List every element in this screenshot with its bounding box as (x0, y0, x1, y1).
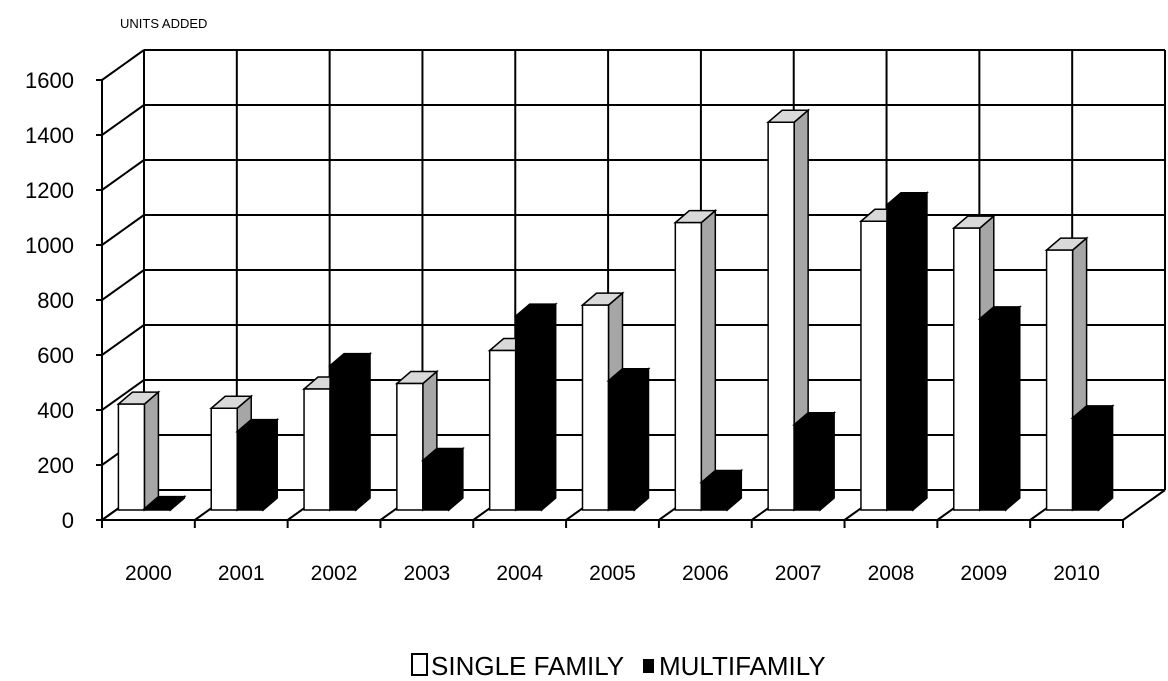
legend-label-single-family: SINGLE FAMILY (431, 651, 624, 681)
x-axis-categories: 2000 2001 2002 2003 2004 2005 2006 2007 2008 2009… (125, 562, 1100, 585)
gridline-side (101, 159, 145, 191)
gridline-side (101, 104, 145, 136)
bar-multifamily (513, 302, 558, 512)
bar-single-family (673, 208, 718, 512)
legend-swatch-single-family (411, 653, 428, 676)
x-tick-label: 2004 (496, 562, 543, 585)
bar-single-family (1044, 236, 1089, 512)
bar-multifamily (1070, 404, 1115, 512)
x-tick-label: 2009 (960, 562, 1007, 585)
x-tick-label: 2008 (868, 562, 915, 585)
bar-multifamily (420, 446, 465, 512)
legend: SINGLE FAMILY MULTIFAMILY (411, 651, 826, 681)
x-tick-label: 2006 (682, 562, 729, 585)
y-tick-label: 0 (62, 508, 74, 533)
x-tick-label: 2007 (775, 562, 822, 585)
gridline-side (101, 269, 145, 301)
y-tick-label: 600 (37, 343, 74, 368)
bar-multifamily (142, 494, 187, 512)
y-tick-label: 1000 (25, 233, 74, 258)
floor-line (1122, 489, 1166, 521)
x-tick-label: 2002 (311, 562, 358, 585)
y-tick-label: 200 (37, 453, 74, 478)
x-tick-label: 2003 (404, 562, 451, 585)
bar-multifamily (606, 367, 651, 512)
bar-single-family (116, 390, 161, 512)
legend-label-multifamily: MULTIFAMILY (659, 651, 826, 681)
gridline-side (101, 49, 145, 81)
bar-multifamily (699, 468, 744, 512)
y-tick-label: 800 (37, 288, 74, 313)
x-tick-label: 2005 (589, 562, 636, 585)
bar-multifamily (884, 191, 929, 512)
y-axis-label: UNITS ADDED (120, 16, 207, 31)
y-tick-label: 1200 (25, 178, 74, 203)
bars (116, 108, 1115, 512)
gridline-side (101, 324, 145, 356)
bar-multifamily (235, 417, 280, 512)
x-tick-label: 2010 (1053, 562, 1100, 585)
x-tick-label: 2001 (218, 562, 265, 585)
bar-single-family (766, 108, 811, 512)
y-tick-label: 1600 (25, 68, 74, 93)
x-tick-label: 2000 (125, 562, 172, 585)
gridline-side (101, 379, 145, 411)
y-tick-label: 400 (37, 398, 74, 423)
y-tick-label: 1400 (25, 123, 74, 148)
bar-multifamily (328, 351, 373, 512)
gridline-side (101, 214, 145, 246)
bar-multifamily (792, 411, 837, 512)
y-axis-ticks: 0 200 400 600 800 1000 1200 1400 1600 (25, 68, 102, 533)
bar-multifamily (977, 305, 1022, 512)
legend-swatch-multifamily (643, 659, 654, 673)
